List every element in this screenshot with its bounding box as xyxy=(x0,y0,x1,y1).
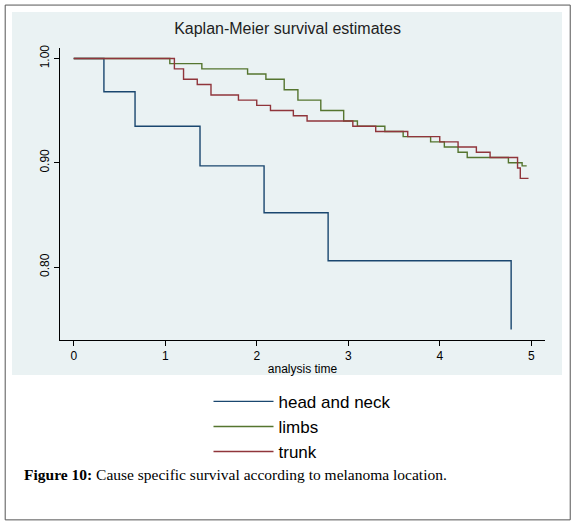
svg-text:analysis time: analysis time xyxy=(268,362,338,376)
svg-text:1.00: 1.00 xyxy=(38,45,52,69)
svg-text:2: 2 xyxy=(253,349,260,363)
svg-text:0: 0 xyxy=(70,349,77,363)
svg-text:limbs: limbs xyxy=(279,418,319,437)
svg-text:head and neck: head and neck xyxy=(279,393,391,412)
svg-text:Figure 10: Cause specific surv: Figure 10: Cause specific survival accor… xyxy=(24,466,447,483)
svg-text:5: 5 xyxy=(528,349,535,363)
svg-text:4: 4 xyxy=(436,349,443,363)
svg-text:0.90: 0.90 xyxy=(38,149,52,173)
svg-text:0.80: 0.80 xyxy=(38,253,52,277)
svg-text:Kaplan-Meier survival estimate: Kaplan-Meier survival estimates xyxy=(174,20,401,37)
svg-text:trunk: trunk xyxy=(279,443,317,462)
svg-text:3: 3 xyxy=(345,349,352,363)
svg-text:1: 1 xyxy=(162,349,169,363)
